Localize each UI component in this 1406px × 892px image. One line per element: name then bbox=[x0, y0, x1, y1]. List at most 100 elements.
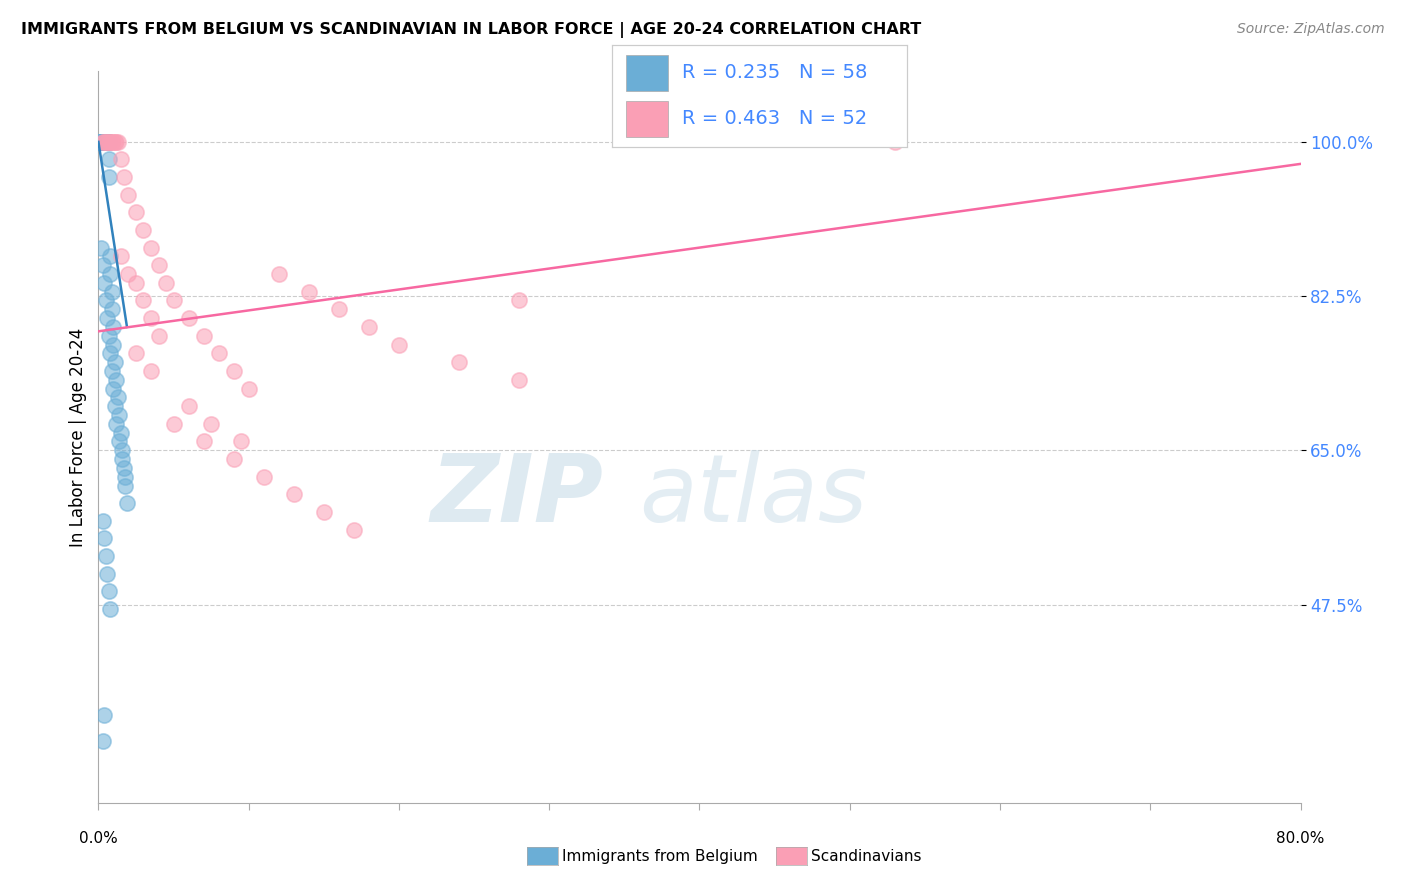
Point bbox=[97, 153, 120, 167]
Point bbox=[508, 373, 530, 387]
Point bbox=[96, 135, 118, 149]
Point bbox=[93, 135, 115, 149]
Point bbox=[508, 293, 530, 308]
Point bbox=[103, 135, 125, 149]
Point bbox=[111, 443, 134, 458]
Point bbox=[193, 328, 215, 343]
Point bbox=[96, 566, 118, 581]
Text: R = 0.463   N = 52: R = 0.463 N = 52 bbox=[682, 109, 868, 128]
Point bbox=[108, 434, 131, 449]
Point bbox=[298, 285, 321, 299]
Point bbox=[115, 496, 138, 510]
Point bbox=[97, 170, 120, 185]
Point bbox=[101, 285, 124, 299]
Point bbox=[93, 276, 115, 290]
Point bbox=[107, 391, 129, 405]
Point bbox=[94, 135, 117, 149]
Point bbox=[103, 337, 125, 351]
Point bbox=[114, 469, 136, 483]
Point bbox=[139, 311, 162, 326]
Point bbox=[104, 135, 127, 149]
Point bbox=[105, 417, 128, 431]
Point bbox=[94, 135, 117, 149]
Point bbox=[104, 399, 127, 413]
Bar bbox=[627, 101, 668, 137]
Point bbox=[100, 135, 122, 149]
Point bbox=[105, 373, 128, 387]
Point bbox=[103, 382, 125, 396]
Point bbox=[283, 487, 305, 501]
Point bbox=[105, 135, 128, 149]
Point bbox=[100, 249, 122, 263]
Point bbox=[267, 267, 290, 281]
Point bbox=[101, 364, 124, 378]
Point bbox=[110, 249, 132, 263]
Point bbox=[343, 523, 366, 537]
Point bbox=[91, 734, 114, 748]
Point bbox=[883, 135, 905, 149]
Point bbox=[97, 328, 120, 343]
Text: Scandinavians: Scandinavians bbox=[811, 849, 922, 863]
Point bbox=[100, 267, 122, 281]
Point bbox=[89, 135, 111, 149]
Point bbox=[100, 346, 122, 360]
Point bbox=[94, 293, 117, 308]
Point bbox=[93, 532, 115, 546]
Point bbox=[222, 364, 245, 378]
Point bbox=[93, 135, 115, 149]
Point bbox=[125, 346, 148, 360]
Point bbox=[103, 320, 125, 334]
Point bbox=[90, 241, 112, 255]
Point bbox=[90, 135, 112, 149]
Point bbox=[208, 346, 231, 360]
Point bbox=[94, 135, 117, 149]
Point bbox=[132, 223, 155, 237]
Point bbox=[200, 417, 222, 431]
Point bbox=[222, 452, 245, 467]
Point bbox=[132, 293, 155, 308]
Text: 80.0%: 80.0% bbox=[1277, 831, 1324, 846]
Point bbox=[108, 408, 131, 422]
Point bbox=[107, 135, 129, 149]
Point bbox=[117, 187, 139, 202]
Text: Source: ZipAtlas.com: Source: ZipAtlas.com bbox=[1237, 22, 1385, 37]
Point bbox=[89, 135, 111, 149]
Point bbox=[93, 135, 115, 149]
Point bbox=[96, 135, 118, 149]
Point bbox=[91, 135, 114, 149]
Point bbox=[93, 707, 115, 722]
Point bbox=[97, 135, 120, 149]
Point bbox=[101, 302, 124, 317]
Point bbox=[100, 602, 122, 616]
Point bbox=[101, 135, 124, 149]
Point bbox=[357, 320, 380, 334]
Point bbox=[231, 434, 253, 449]
Point bbox=[328, 302, 350, 317]
Point bbox=[114, 478, 136, 492]
Point bbox=[312, 505, 335, 519]
Point bbox=[388, 337, 411, 351]
Point bbox=[110, 425, 132, 440]
Point bbox=[447, 355, 470, 369]
Point bbox=[177, 311, 200, 326]
Point bbox=[162, 417, 184, 431]
Point bbox=[97, 135, 120, 149]
Point bbox=[91, 514, 114, 528]
Point bbox=[139, 364, 162, 378]
Point bbox=[91, 135, 114, 149]
Text: 0.0%: 0.0% bbox=[79, 831, 118, 846]
Point bbox=[89, 135, 111, 149]
Point bbox=[94, 549, 117, 563]
Bar bbox=[627, 55, 668, 91]
Point bbox=[148, 258, 170, 272]
Text: atlas: atlas bbox=[640, 450, 868, 541]
Point bbox=[104, 355, 127, 369]
Text: R = 0.235   N = 58: R = 0.235 N = 58 bbox=[682, 62, 868, 82]
Point bbox=[93, 135, 115, 149]
Point bbox=[90, 135, 112, 149]
Text: Immigrants from Belgium: Immigrants from Belgium bbox=[562, 849, 758, 863]
Point bbox=[96, 135, 118, 149]
Point bbox=[111, 452, 134, 467]
Point bbox=[117, 267, 139, 281]
Point bbox=[125, 276, 148, 290]
